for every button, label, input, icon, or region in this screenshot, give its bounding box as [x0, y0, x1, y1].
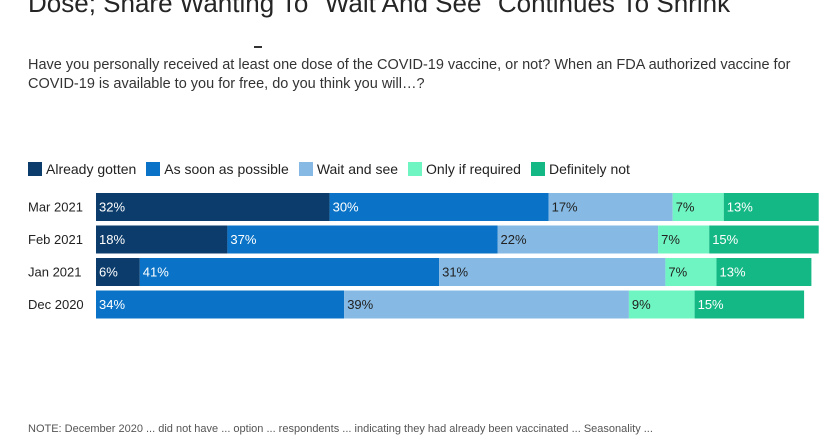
data-label-0-2: 17%	[552, 200, 578, 215]
data-label-0-1: 30%	[333, 200, 359, 215]
data-label-0-4: 13%	[727, 200, 753, 215]
bar-segment-1-2	[497, 225, 659, 254]
bar-segment-2-4	[716, 258, 812, 286]
decorative-dash	[254, 46, 262, 48]
legend-swatch-1	[146, 162, 161, 176]
bar-segment-3-4	[694, 290, 805, 319]
legend-swatch-3	[408, 162, 423, 176]
legend-item-0: Already gotten	[28, 161, 136, 177]
bar-segment-2-2	[439, 258, 666, 286]
data-label-2-3: 7%	[668, 265, 687, 280]
legend-swatch-4	[530, 162, 545, 176]
row-label-0: Mar 2021	[28, 200, 83, 215]
bar-segment-1-1	[227, 225, 498, 254]
bar-segment-1-3	[658, 225, 710, 254]
bar-segment-0-4	[723, 193, 819, 221]
data-label-1-0: 18%	[99, 232, 125, 247]
chart-title: Dose; Share Wanting To "Wait And See" Co…	[28, 0, 731, 18]
bar-segment-3-2	[344, 290, 629, 319]
footnote: NOTE: December 2020 ... did not have ...…	[28, 423, 653, 435]
bar-segment-0-0	[96, 193, 330, 221]
data-label-1-4: 15%	[712, 232, 738, 247]
data-label-0-3: 7%	[676, 200, 695, 215]
legend-swatch-2	[298, 162, 313, 176]
legend-item-4: Definitely not	[530, 161, 630, 177]
bar-segment-3-3	[628, 290, 695, 319]
chart-legend: Already gotten As soon as possible Wait an…	[28, 161, 640, 177]
data-label-2-2: 31%	[442, 265, 468, 280]
legend-swatch-0	[28, 162, 42, 176]
row-label-2: Jan 2021	[28, 265, 82, 280]
bar-segment-2-3	[665, 258, 717, 286]
survey-question: Have you personally received at least on…	[28, 57, 791, 92]
bar-segment-0-2	[548, 193, 673, 221]
data-label-0-0: 32%	[99, 200, 125, 215]
legend-item-2: Wait and see	[298, 161, 399, 177]
legend-label-0: Already gotten	[46, 161, 137, 177]
bar-segment-1-4	[709, 225, 819, 254]
data-label-3-1: 34%	[99, 297, 125, 312]
bar-segment-2-1	[139, 258, 440, 286]
legend-label-4: Definitely not	[548, 161, 630, 177]
bar-segment-3-1	[96, 290, 345, 319]
data-label-2-1: 41%	[143, 265, 169, 280]
data-label-2-0: 6%	[99, 265, 118, 280]
legend-label-2: Wait and see	[316, 161, 399, 177]
legend-item-1: As soon as possible	[146, 161, 289, 177]
row-label-3: Dec 2020	[28, 297, 84, 312]
row-label-1: Feb 2021	[28, 232, 83, 247]
legend-label-3: Only if required	[426, 161, 521, 177]
bar-segment-0-3	[672, 193, 724, 221]
bar-segment-2-0	[96, 258, 140, 286]
bar-segment-0-1	[329, 193, 549, 221]
data-label-3-3: 9%	[632, 297, 651, 312]
bar-segment-1-0	[96, 225, 228, 254]
data-label-2-4: 13%	[720, 265, 746, 280]
legend-label-1: As soon as possible	[164, 161, 289, 177]
data-label-3-4: 15%	[698, 297, 724, 312]
data-label-1-1: 37%	[230, 232, 256, 247]
data-label-1-3: 7%	[661, 232, 680, 247]
legend-item-3: Only if required	[408, 161, 521, 177]
data-label-1-2: 22%	[501, 232, 527, 247]
data-label-3-2: 39%	[347, 297, 373, 312]
